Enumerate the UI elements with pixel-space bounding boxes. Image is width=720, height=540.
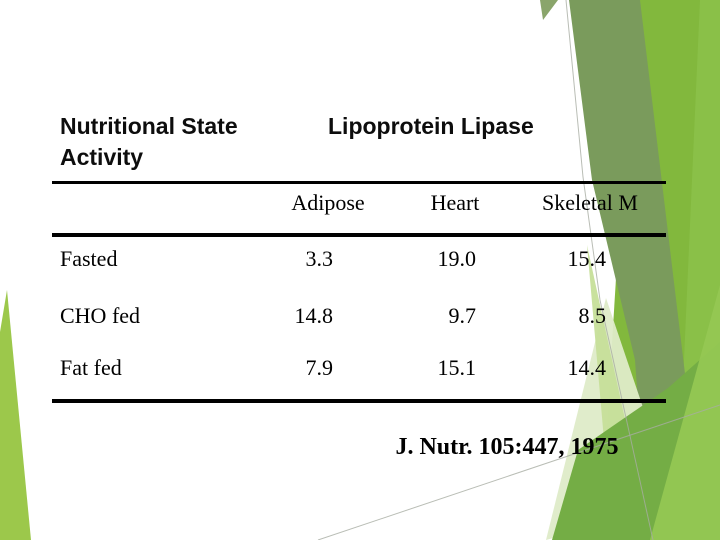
row-label-fat-fed: Fat fed	[60, 355, 122, 380]
table-rule-header	[52, 233, 666, 237]
cell-cho-heart: 9.7	[448, 303, 477, 328]
column-header-adipose: Adipose	[291, 190, 365, 215]
table-rule-top	[52, 181, 666, 184]
slide-title-right: Lipoprotein Lipase	[328, 113, 534, 139]
cell-fasted-skeletal: 15.4	[567, 246, 607, 271]
citation-text: J. Nutr. 105:447, 1975	[395, 434, 619, 460]
cell-fat-adipose: 7.9	[305, 355, 334, 380]
cell-fat-heart: 15.1	[437, 355, 477, 380]
thin-diagonal-line-2	[317, 404, 720, 540]
slide-title-line1: Nutritional State	[60, 113, 238, 139]
left-wedge-shape	[0, 290, 31, 540]
facet-corner-light-shape	[650, 285, 720, 540]
cell-cho-skeletal: 8.5	[578, 303, 607, 328]
cell-fat-skeletal: 14.4	[567, 355, 607, 380]
row-label-cho-fed: CHO fed	[60, 303, 141, 328]
cell-fasted-adipose: 3.3	[305, 246, 334, 271]
row-label-fasted: Fasted	[60, 246, 118, 271]
slide-title-line2: Activity	[60, 144, 144, 170]
column-header-heart: Heart	[430, 190, 480, 215]
slide-title-left: Nutritional State Activity	[60, 111, 238, 173]
cell-fasted-heart: 19.0	[437, 246, 477, 271]
cell-cho-adipose: 14.8	[294, 303, 334, 328]
thin-diagonal-line-1	[565, 0, 654, 540]
table-rule-bottom	[52, 399, 666, 403]
facet-sage-tip-shape	[540, 0, 558, 20]
column-header-skeletal-m: Skeletal M	[542, 190, 638, 215]
